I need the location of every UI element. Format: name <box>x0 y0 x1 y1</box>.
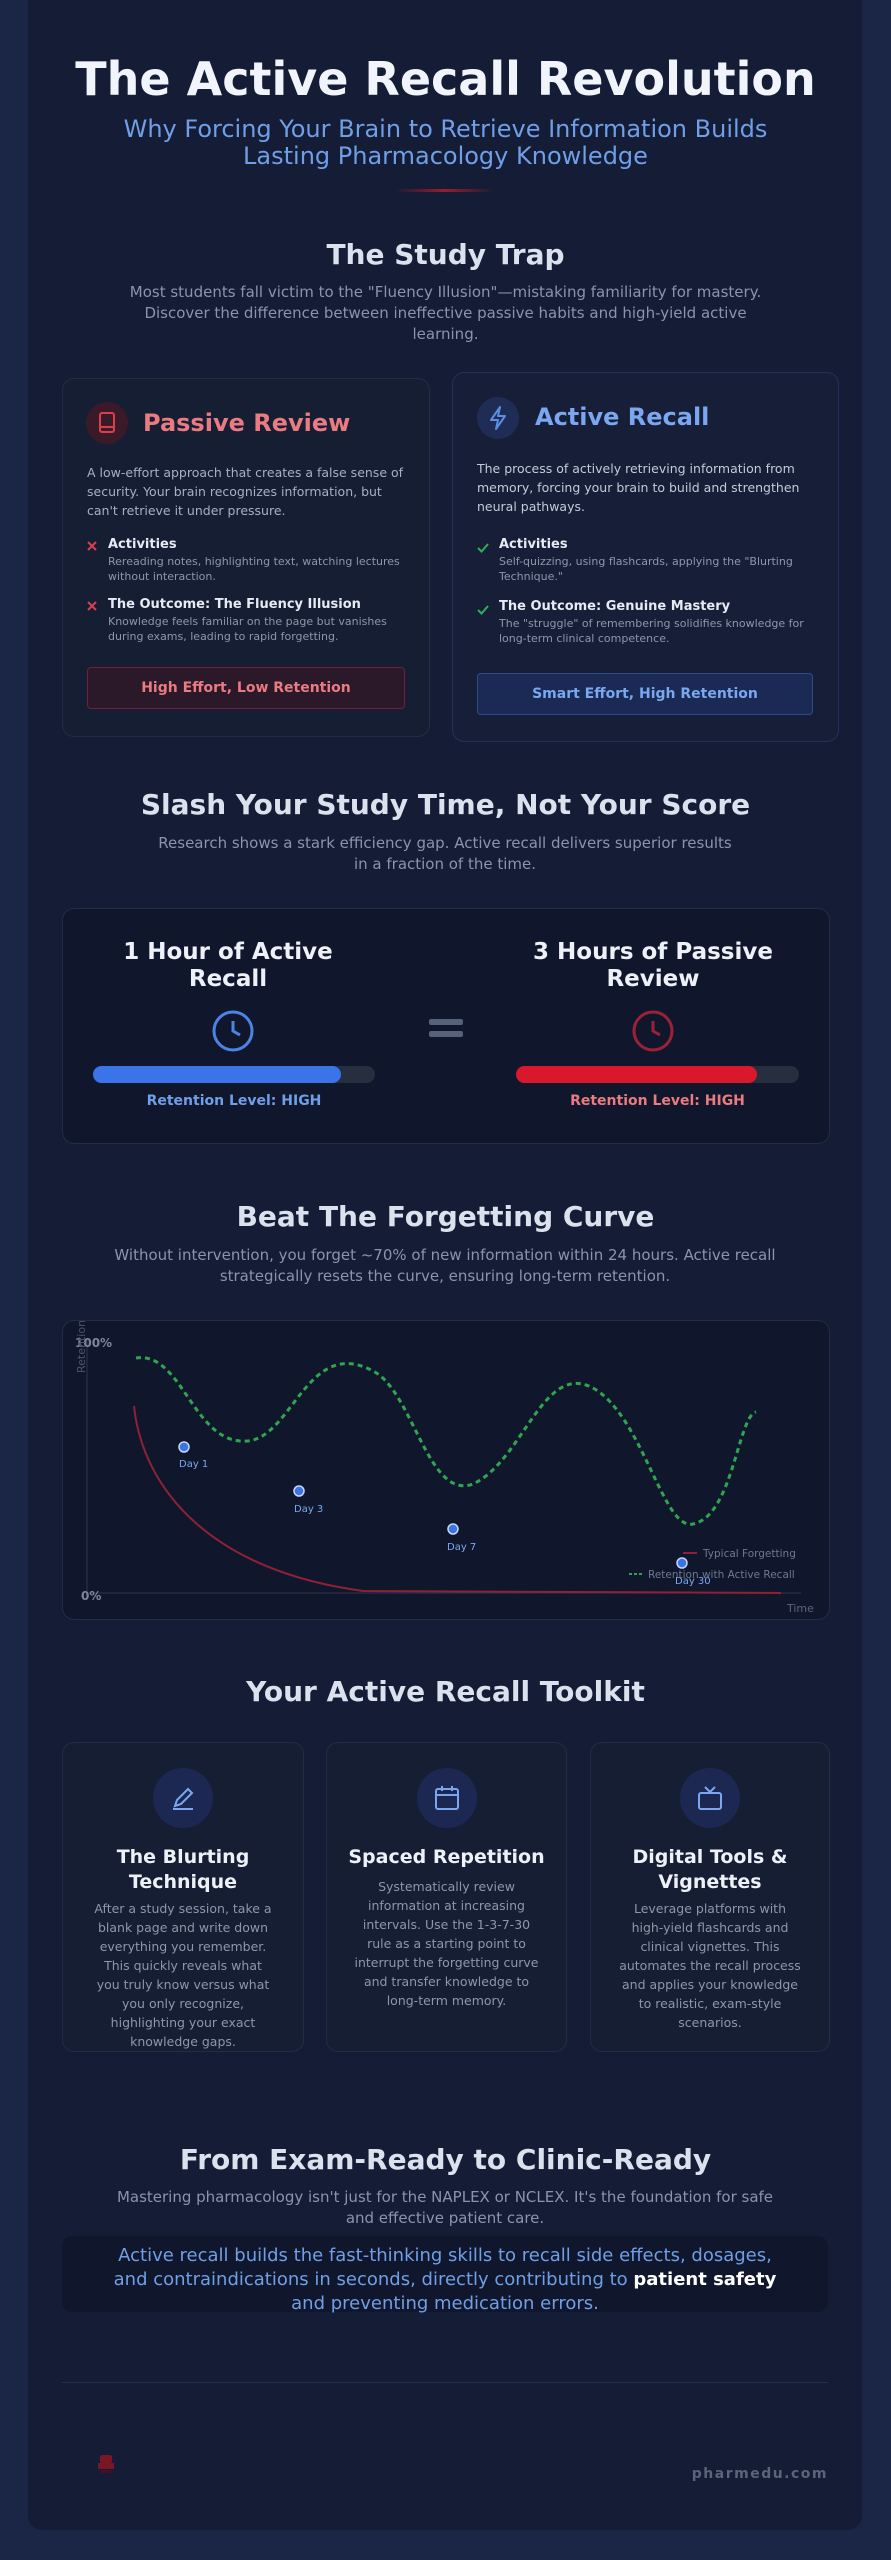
retention-label: Retention Level: HIGH <box>146 1093 322 1109</box>
divider <box>395 189 495 192</box>
passive-card: Passive Review A low-effort approach tha… <box>62 378 430 737</box>
check-icon <box>477 543 489 553</box>
cross-icon <box>87 541 97 551</box>
review-dot <box>293 1485 305 1497</box>
item-text: Self-quizzing, using flashcards, applyin… <box>499 555 793 583</box>
tool-card: Spaced Repetition Systematically review … <box>326 1742 567 2052</box>
quote-box <box>62 2236 828 2312</box>
item-text: Rereading notes, highlighting text, watc… <box>108 555 400 583</box>
chart-box: 100% 0% Retention Time Day 1 Day 3 Day 7… <box>62 1320 830 1620</box>
item-title: The Outcome: The Fluency Illusion <box>108 597 361 612</box>
cross-icon <box>87 601 97 611</box>
footer-logo <box>98 2455 114 2473</box>
recall-curve <box>135 1356 757 1526</box>
card-description: The process of actively retrieving infor… <box>477 461 800 514</box>
footer-brand: pharmedu.com <box>691 2466 828 2482</box>
retention-label: Retention Level: HIGH <box>570 1093 745 1109</box>
tool-text: After a study session, take a blank page… <box>94 1901 272 2049</box>
icon <box>417 1768 477 1828</box>
quote-text: Active recall builds the fast-thinking s… <box>113 2245 772 2290</box>
tool-title: Digital Tools & Vignettes <box>632 1846 788 1893</box>
quote-highlight: patient safety <box>633 2269 777 2290</box>
tool-text: Systematically review information at inc… <box>354 1879 539 2008</box>
y-axis-label: Retention <box>75 1321 88 1373</box>
tool-title: Spaced Repetition <box>348 1846 545 1868</box>
comparison-title: 1 Hour of Active Recall <box>123 939 333 992</box>
section-description: Most students fall victim to the "Fluenc… <box>129 283 762 343</box>
quote: Active recall builds the fast-thinking s… <box>105 2244 785 2316</box>
forgetting-curve <box>133 1405 782 1594</box>
review-dot <box>676 1557 688 1569</box>
card-title: Passive Review <box>143 409 351 437</box>
day-label: Day 30 <box>675 1576 711 1587</box>
tool-card: Digital Tools & Vignettes Leverage platf… <box>590 1742 830 2052</box>
section-title: From Exam-Ready to Clinic-Ready <box>179 2143 712 2176</box>
review-dot <box>178 1441 190 1453</box>
equals-bar <box>429 1031 463 1037</box>
icon <box>86 402 128 444</box>
icon <box>680 1768 740 1828</box>
section-description: Mastering pharmacology isn't just for th… <box>116 2188 774 2227</box>
section-title: Beat The Forgetting Curve <box>236 1200 655 1233</box>
page-subtitle: Why Forcing Your Brain to Retrieve Infor… <box>123 115 768 170</box>
x-axis-label: Time <box>786 1602 814 1615</box>
review-dot <box>447 1523 459 1535</box>
tool-card: The Blurting Technique After a study ses… <box>62 1742 304 2052</box>
bar-track <box>516 1066 799 1083</box>
legend-entry: Retention with Active Recall <box>648 1569 795 1581</box>
y-bottom-label: 0% <box>81 1589 101 1603</box>
clock-icon <box>632 1010 674 1052</box>
active-card: Active Recall The process of actively re… <box>452 372 839 742</box>
badge: High Effort, Low Retention <box>87 667 405 709</box>
item-text: Knowledge feels familiar on the page but… <box>108 615 387 643</box>
day-label: Day 3 <box>294 1504 323 1515</box>
footer-rule <box>62 2382 828 2383</box>
bar-fill <box>93 1066 342 1083</box>
page-title: The Active Recall Revolution <box>75 52 816 106</box>
forgetting-chart: 100% 0% Retention Time Day 1 Day 3 Day 7… <box>75 1321 814 1615</box>
legend-entry: Typical Forgetting <box>702 1548 796 1560</box>
badge: Smart Effort, High Retention <box>477 673 813 715</box>
tool-text: Leverage platforms with high-yield flash… <box>619 1901 801 2030</box>
icon <box>477 397 519 439</box>
item-title: Activities <box>108 537 177 552</box>
item-title: Activities <box>499 537 568 552</box>
quote-text: and preventing medication errors. <box>291 2293 599 2314</box>
section-title: Your Active Recall Toolkit <box>246 1675 645 1708</box>
comparison-title: 3 Hours of Passive Review <box>533 939 773 992</box>
item-title: The Outcome: Genuine Mastery <box>499 599 731 614</box>
section-title: The Study Trap <box>326 238 565 271</box>
equals-bar <box>429 1019 463 1025</box>
day-label: Day 1 <box>179 1459 208 1470</box>
time-box: 1 Hour of Active Recall Retention Level:… <box>62 908 830 1144</box>
icon <box>153 1768 213 1828</box>
bar-track <box>93 1066 375 1083</box>
section-description: Research shows a stark efficiency gap. A… <box>158 834 732 873</box>
section-title: Slash Your Study Time, Not Your Score <box>140 788 751 821</box>
clock-icon <box>212 1010 254 1052</box>
day-label: Day 7 <box>447 1542 476 1553</box>
section-description: Without intervention, you forget ~70% of… <box>114 1246 776 1285</box>
tool-title: The Blurting Technique <box>116 1846 250 1893</box>
card-description: A low-effort approach that creates a fal… <box>87 465 404 518</box>
bar-fill <box>516 1066 757 1083</box>
item-text: The "struggle" of remembering solidifies… <box>499 617 804 645</box>
check-icon <box>477 605 489 615</box>
card-title: Active Recall <box>535 403 710 431</box>
y-top-label: 100% <box>75 1336 112 1350</box>
